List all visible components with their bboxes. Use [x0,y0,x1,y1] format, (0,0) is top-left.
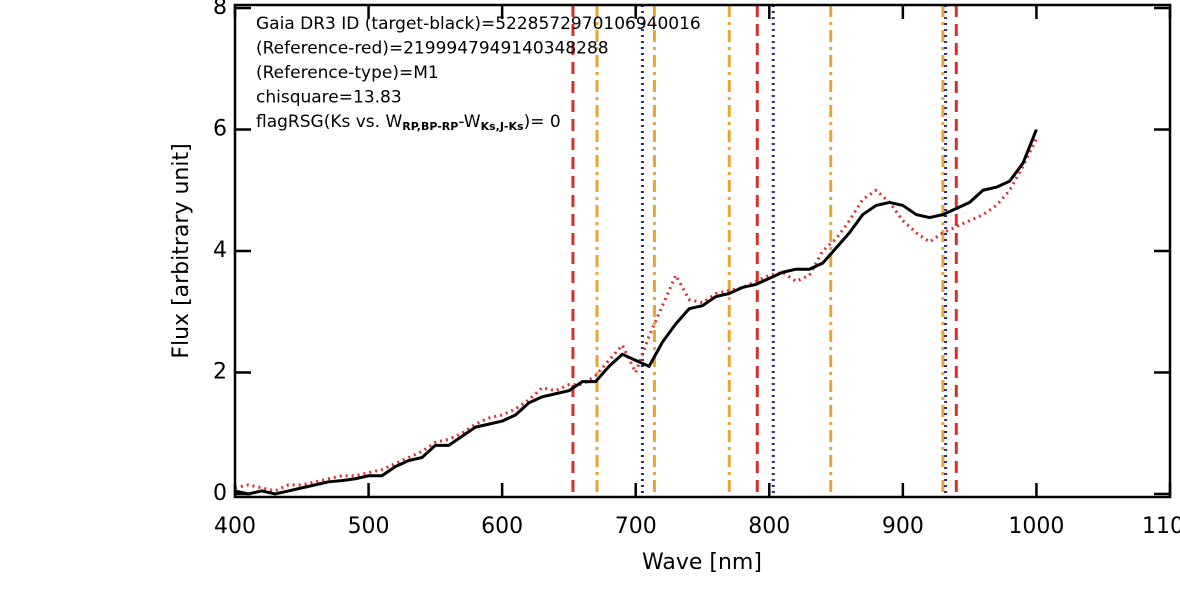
flag-part: -W [458,112,480,132]
annotation: (Reference-type)=M1 [256,63,439,83]
y-tick-label: 6 [213,117,227,142]
y-tick-label: 4 [213,238,227,263]
flag-part: )= 0 [524,112,561,132]
x-tick-label: 1000 [1008,514,1064,539]
x-tick-label: 900 [882,514,924,539]
y-tick-label: 8 [213,0,227,20]
plot-area [235,5,1038,497]
series-line [235,128,1038,496]
x-tick-label: 800 [748,514,790,539]
y-axis-label: Flux [arbitrary unit] [169,143,194,358]
series-line [235,137,1038,493]
x-tick-label: 400 [214,514,256,539]
annotation: Gaia DR3 ID (target-black)=5228572970106… [256,14,701,34]
x-axis-label: Wave [nm] [642,550,762,575]
flag-annotation: flagRSG(Ks vs. WRP,BP-RP-WKs,J-Ks)= 0 [256,112,561,133]
flag-part: flagRSG(Ks vs. W [256,112,402,132]
x-tick-label: 700 [615,514,657,539]
y-tick-label: 0 [213,481,227,506]
annotation: chisquare=13.83 [256,88,402,108]
flag-part: Ks,J-Ks [481,120,524,133]
y-tick-label: 2 [213,359,227,384]
x-tick-label: 500 [348,514,390,539]
flag-part: RP,BP-RP [402,120,458,133]
annotation: (Reference-red)=2199947949140348288 [256,39,609,59]
x-tick-label: 600 [481,514,523,539]
